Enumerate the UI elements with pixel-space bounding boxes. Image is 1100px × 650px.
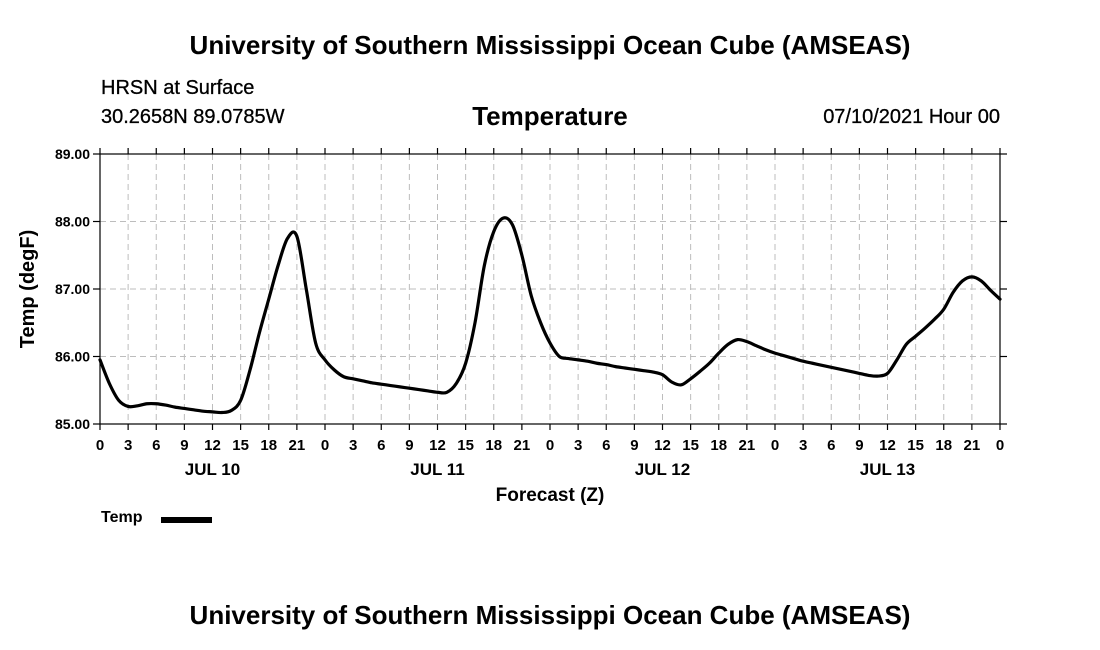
x-tick-label: 15	[457, 437, 474, 454]
coordinates-label: 30.2658N 89.0785W	[101, 106, 285, 128]
x-tick-label: 18	[710, 437, 727, 454]
x-tick-label: 18	[935, 437, 952, 454]
day-label: JUL 11	[410, 460, 465, 479]
ticks	[93, 148, 1007, 430]
x-tick-label: 21	[739, 437, 756, 454]
x-tick-label: 0	[771, 437, 779, 454]
x-tick-label: 0	[321, 437, 329, 454]
x-tick-label: 15	[907, 437, 924, 454]
x-tick-label: 6	[152, 437, 160, 454]
footer-title: University of Southern Mississippi Ocean…	[189, 600, 911, 630]
x-tick-label: 0	[996, 437, 1004, 454]
x-tick-label: 6	[377, 437, 385, 454]
x-tick-label: 21	[289, 437, 306, 454]
y-tick-label: 88.00	[55, 214, 90, 230]
y-axis-label: Temp (degF)	[17, 230, 39, 349]
x-tick-label: 12	[654, 437, 671, 454]
temp-series-line	[98, 216, 1002, 415]
x-tick-label: 0	[546, 437, 554, 454]
x-tick-label: 9	[855, 437, 863, 454]
x-tick-label: 0	[96, 437, 104, 454]
x-tick-label: 18	[485, 437, 502, 454]
x-tick-label: 21	[514, 437, 531, 454]
datetime-label: 07/10/2021 Hour 00	[823, 106, 1000, 128]
day-label: JUL 12	[635, 460, 690, 479]
x-tick-label: 3	[574, 437, 582, 454]
x-tick-label: 12	[429, 437, 446, 454]
x-tick-label: 9	[180, 437, 188, 454]
day-label: JUL 13	[860, 460, 915, 479]
x-axis-label: Forecast (Z)	[496, 485, 605, 506]
x-tick-label: 6	[602, 437, 610, 454]
chart-title: Temperature	[472, 101, 628, 131]
x-tick-label: 6	[827, 437, 835, 454]
plot-frame	[99, 153, 1001, 425]
x-tick-label: 3	[349, 437, 357, 454]
page-title: University of Southern Mississippi Ocean…	[189, 30, 911, 60]
x-tick-label: 15	[682, 437, 699, 454]
x-tick-label: 12	[879, 437, 896, 454]
legend-label: Temp	[101, 509, 143, 526]
x-tick-label: 9	[405, 437, 413, 454]
y-tick-label: 89.00	[55, 146, 90, 162]
x-tick-label: 9	[630, 437, 638, 454]
legend-swatch	[161, 517, 212, 523]
day-label: JUL 10	[185, 460, 240, 479]
x-tick-label: 15	[232, 437, 249, 454]
y-tick-label: 85.00	[55, 416, 90, 432]
y-tick-label: 87.00	[55, 281, 90, 297]
grid	[100, 154, 1000, 424]
tick-labels: 85.00 86.00 87.00 88.00 89.00 0 3 6 9 12 15 18 21 0 3 6…	[55, 146, 1004, 479]
x-tick-label: 12	[204, 437, 221, 454]
x-tick-label: 18	[260, 437, 277, 454]
x-tick-label: 21	[964, 437, 981, 454]
x-tick-label: 3	[124, 437, 132, 454]
station-label: HRSN at Surface	[101, 77, 255, 99]
x-tick-label: 3	[799, 437, 807, 454]
y-tick-label: 86.00	[55, 349, 90, 365]
